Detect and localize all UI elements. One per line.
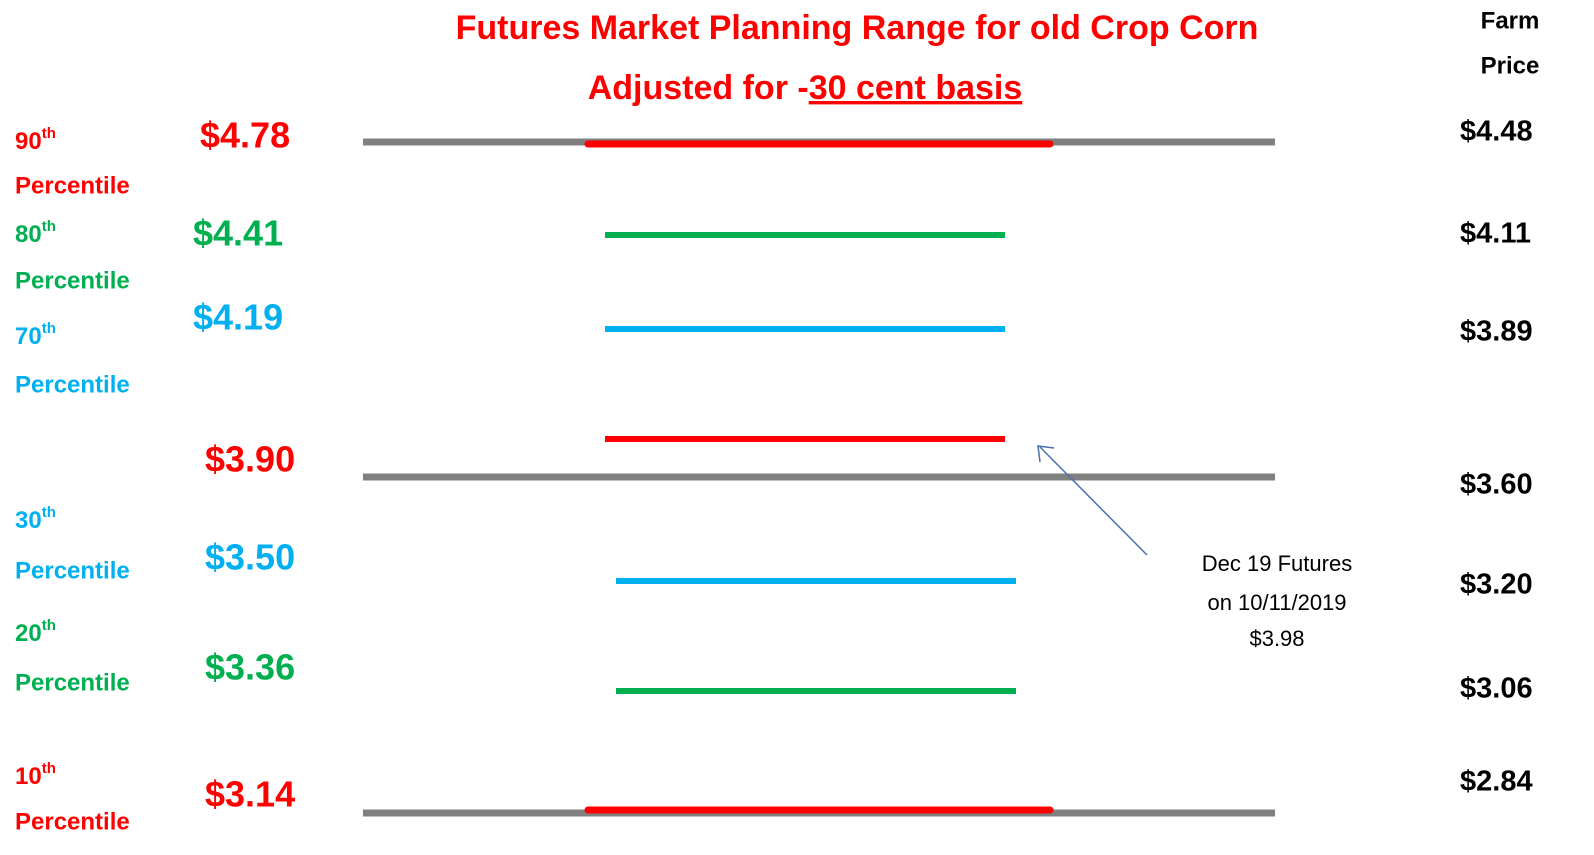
percentile-ordinal: 80th bbox=[15, 218, 56, 248]
farm-price: $3.20 bbox=[1460, 569, 1533, 601]
ordinal: 90 bbox=[15, 128, 42, 155]
ordinal: 10 bbox=[15, 763, 42, 790]
ordinal-suffix: th bbox=[42, 504, 56, 521]
subtitle-underlined: 30 cent basis bbox=[809, 69, 1023, 107]
ordinal-suffix: th bbox=[42, 218, 56, 235]
percentile-label: Percentile bbox=[15, 172, 130, 199]
ordinal-suffix: th bbox=[42, 760, 56, 777]
annotation: on 10/11/2019 bbox=[1207, 590, 1346, 615]
futures-price: $3.14 bbox=[205, 774, 295, 815]
ordinal-suffix: th bbox=[42, 320, 56, 337]
subtitle: Adjusted for -30 cent basis bbox=[588, 69, 1023, 107]
percentile-label: Percentile bbox=[15, 557, 130, 584]
annotation: Dec 19 Futures bbox=[1202, 551, 1352, 576]
ordinal-suffix: th bbox=[42, 125, 56, 142]
percentile-ordinal: 30th bbox=[15, 504, 56, 534]
percentile-ordinal: 10th bbox=[15, 760, 56, 790]
percentile-label: Percentile bbox=[15, 669, 130, 696]
annotation: $3.98 bbox=[1249, 626, 1304, 651]
ordinal: 20 bbox=[15, 620, 42, 647]
farm-price: $3.60 bbox=[1460, 469, 1533, 501]
title: Futures Market Planning Range for old Cr… bbox=[456, 9, 1259, 47]
futures-price: $3.36 bbox=[205, 647, 295, 688]
percentile-ordinal: 70th bbox=[15, 320, 56, 350]
percentile-label: Percentile bbox=[15, 371, 130, 398]
farm-price: $4.48 bbox=[1460, 116, 1533, 148]
farm-price-header: Farm bbox=[1481, 7, 1540, 34]
range-lines bbox=[363, 138, 1275, 817]
farm-price: $4.11 bbox=[1460, 218, 1531, 250]
ordinal: 80 bbox=[15, 221, 42, 248]
percentile-ordinal: 90th bbox=[15, 125, 56, 155]
annotation-arrow bbox=[1037, 445, 1148, 556]
futures-price: $4.41 bbox=[193, 213, 283, 254]
ordinal-suffix: th bbox=[42, 617, 56, 634]
farm-price-header: Price bbox=[1481, 52, 1540, 79]
percentile-label: Percentile bbox=[15, 267, 130, 294]
futures-price: $4.78 bbox=[200, 115, 290, 156]
farm-price: $2.84 bbox=[1460, 766, 1533, 798]
percentile-ordinal: 20th bbox=[15, 617, 56, 647]
ordinal: 30 bbox=[15, 507, 42, 534]
farm-price: $3.06 bbox=[1460, 673, 1533, 705]
ordinal: 70 bbox=[15, 323, 42, 350]
farm-price: $3.89 bbox=[1460, 316, 1533, 348]
percentile-label: Percentile bbox=[15, 808, 130, 835]
futures-price: $3.50 bbox=[205, 537, 295, 578]
subtitle-prefix: Adjusted for - bbox=[588, 69, 809, 107]
futures-price: $4.19 bbox=[193, 297, 283, 338]
futures-price: $3.90 bbox=[205, 439, 295, 480]
